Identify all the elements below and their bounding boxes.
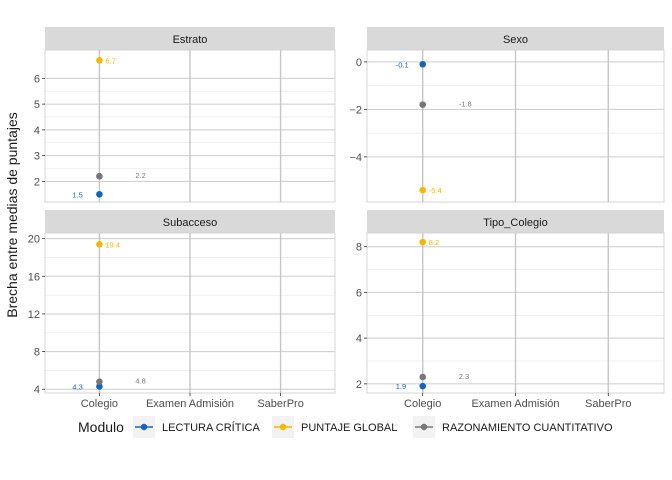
- data-label-lectura-cr-tica: 4.3: [72, 382, 82, 391]
- legend-label-lectura-cr-tica: LECTURA CRÍTICA: [162, 421, 260, 434]
- x-tick-label-saberpro: SaberPro: [585, 398, 631, 410]
- y-tick-label: 4: [356, 333, 362, 345]
- facet-strip-subacceso: [45, 210, 335, 233]
- data-point-razonamiento-cuantitativo: [96, 378, 103, 386]
- data-point-lectura-cr-tica: [419, 382, 427, 390]
- x-tick-label-colegio: Colegio: [81, 398, 118, 410]
- x-tick-label-examen-admisi-n: Examen Admisión: [471, 398, 559, 410]
- y-tick-label: 4: [34, 125, 40, 137]
- legend-key-point: [140, 423, 148, 431]
- y-axis-title: Brecha entre medias de puntajes: [4, 112, 20, 317]
- y-tick-label: 6: [356, 287, 362, 299]
- legend-key-point: [420, 423, 428, 431]
- legend-label-puntaje-global: PUNTAJE GLOBAL: [301, 422, 397, 434]
- data-label-razonamiento-cuantitativo: 4.8: [135, 377, 145, 386]
- data-label-lectura-cr-tica: 1.9: [396, 382, 406, 391]
- y-tick-label: 3: [34, 151, 40, 163]
- data-point-razonamiento-cuantitativo: [96, 172, 103, 180]
- x-tick-label-colegio: Colegio: [404, 398, 441, 410]
- data-label-puntaje-global: 19.4: [105, 240, 120, 249]
- x-tick-label-saberpro: SaberPro: [257, 398, 303, 410]
- facet-strip-label-estrato: Estrato: [173, 34, 208, 46]
- legend-label-razonamiento-cuantitativo: RAZONAMIENTO CUANTITATIVO: [442, 422, 613, 434]
- data-label-razonamiento-cuantitativo: -1.8: [459, 100, 472, 109]
- legend-key-point: [279, 423, 287, 431]
- y-tick-label: 8: [356, 242, 362, 254]
- y-tick-label: 6: [34, 73, 40, 85]
- y-tick-label: 2: [34, 176, 40, 188]
- data-point-puntaje-global: [419, 186, 427, 194]
- data-point-razonamiento-cuantitativo: [419, 101, 427, 108]
- data-point-razonamiento-cuantitativo: [419, 373, 427, 381]
- y-tick-label: 16: [28, 271, 40, 283]
- data-point-lectura-cr-tica: [96, 190, 103, 198]
- data-label-puntaje-global: -5.4: [429, 186, 442, 195]
- y-tick-label: 20: [28, 234, 40, 246]
- data-label-razonamiento-cuantitativo: 2.2: [135, 171, 145, 180]
- data-label-razonamiento-cuantitativo: 2.3: [459, 372, 469, 381]
- facet-strip-sexo: [367, 27, 664, 50]
- y-tick-label: 8: [34, 347, 40, 359]
- facet-strip-tipo-colegio: [367, 210, 664, 233]
- y-tick-label: 0: [356, 57, 362, 69]
- legend-title: Modulo: [78, 419, 124, 435]
- x-tick-label-examen-admisi-n: Examen Admisión: [146, 398, 234, 410]
- y-tick-label: −4: [349, 152, 362, 164]
- data-label-lectura-cr-tica: -0.1: [396, 60, 409, 69]
- data-label-puntaje-global: 8.2: [429, 238, 439, 247]
- y-tick-label: 5: [34, 99, 40, 111]
- data-point-puntaje-global: [419, 238, 427, 246]
- y-tick-label: −2: [349, 104, 362, 116]
- data-point-puntaje-global: [96, 57, 103, 64]
- data-point-lectura-cr-tica: [419, 60, 427, 68]
- data-point-puntaje-global: [96, 240, 103, 248]
- data-label-puntaje-global: 6.7: [105, 56, 115, 65]
- data-point-lectura-cr-tica: [96, 383, 103, 390]
- facet-strip-label-tipo-colegio: Tipo_Colegio: [483, 217, 547, 229]
- facet-strip-label-sexo: Sexo: [503, 34, 528, 46]
- y-tick-label: 2: [356, 379, 362, 391]
- data-label-lectura-cr-tica: 1.5: [72, 190, 82, 199]
- y-tick-label: 4: [34, 384, 40, 396]
- facet-strip-estrato: [45, 27, 335, 50]
- y-tick-label: 12: [28, 309, 40, 321]
- facet-strip-label-subacceso: Subacceso: [163, 217, 217, 229]
